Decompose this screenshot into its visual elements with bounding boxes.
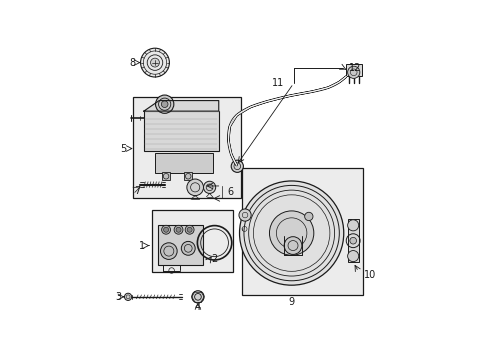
Polygon shape (143, 100, 218, 111)
Circle shape (347, 220, 358, 231)
Circle shape (239, 181, 343, 285)
Circle shape (150, 58, 159, 67)
Text: 4: 4 (195, 302, 201, 312)
Text: 7: 7 (134, 186, 140, 196)
Circle shape (161, 101, 168, 108)
Text: 8: 8 (129, 58, 135, 68)
Circle shape (186, 179, 203, 196)
Text: 3: 3 (115, 292, 122, 302)
Circle shape (284, 237, 301, 255)
Text: 11: 11 (272, 78, 284, 89)
Circle shape (176, 227, 181, 232)
Circle shape (239, 209, 251, 221)
Circle shape (231, 160, 243, 172)
Circle shape (181, 242, 195, 255)
Text: 10: 10 (364, 270, 376, 280)
Circle shape (347, 251, 358, 262)
Text: 5: 5 (120, 144, 126, 153)
Circle shape (203, 181, 215, 193)
FancyBboxPatch shape (184, 172, 192, 180)
FancyBboxPatch shape (346, 64, 362, 76)
FancyBboxPatch shape (155, 153, 213, 174)
Text: 6: 6 (226, 187, 233, 197)
FancyBboxPatch shape (347, 219, 358, 262)
FancyBboxPatch shape (242, 168, 362, 296)
Text: 9: 9 (288, 297, 294, 307)
Circle shape (347, 66, 359, 78)
FancyBboxPatch shape (152, 210, 232, 272)
FancyBboxPatch shape (158, 225, 203, 265)
Circle shape (349, 237, 356, 244)
Text: 1: 1 (138, 240, 144, 251)
Circle shape (304, 212, 312, 221)
Circle shape (185, 225, 194, 234)
Circle shape (269, 211, 313, 255)
Text: 2: 2 (211, 255, 217, 264)
Circle shape (163, 227, 168, 232)
FancyBboxPatch shape (162, 172, 170, 180)
Circle shape (162, 225, 170, 234)
Circle shape (174, 225, 183, 234)
FancyBboxPatch shape (133, 97, 241, 198)
Circle shape (155, 95, 173, 113)
Circle shape (187, 227, 192, 232)
Circle shape (191, 291, 203, 303)
Circle shape (160, 243, 177, 260)
FancyBboxPatch shape (143, 111, 218, 151)
Circle shape (140, 48, 169, 77)
Circle shape (124, 293, 131, 301)
Text: 12: 12 (348, 63, 361, 73)
